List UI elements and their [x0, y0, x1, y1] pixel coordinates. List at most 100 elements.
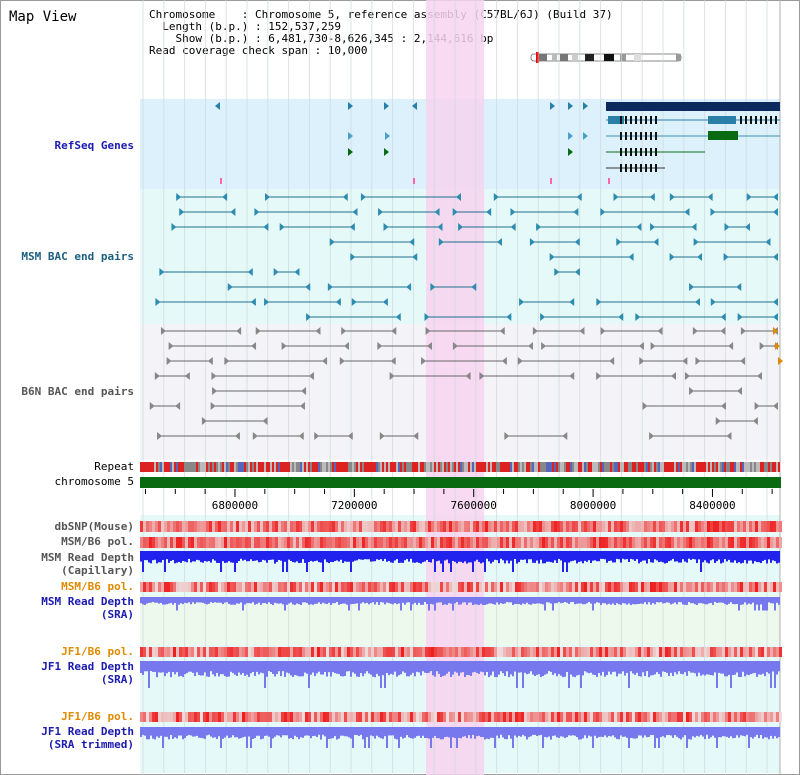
msm-b6-pol-heat-cell: [230, 537, 233, 548]
track-label-jf1-depth-trim[interactable]: JF1 Read Depth: [41, 725, 134, 738]
jf1-trimmed-depth-bar: [210, 727, 212, 737]
repeat-segment: [596, 462, 598, 472]
b6n-bac-end: [720, 402, 726, 410]
msm-capillary-depth-bar: [450, 551, 452, 572]
repeat-segment: [236, 462, 238, 472]
track-label-dbsnp[interactable]: dbSNP(Mouse): [54, 520, 134, 533]
msm-b6-pol-heat-cell: [548, 537, 551, 548]
jf1-b6-pol-heat-cell: [323, 712, 326, 722]
msm-capillary-depth-bar: [352, 551, 354, 562]
jf1-sra-depth-bar: [564, 661, 566, 677]
chromosome-ideogram[interactable]: [530, 52, 686, 64]
jf1-b6-pol-heat-cell: [491, 712, 494, 722]
msm-capillary-depth-bar: [278, 551, 280, 560]
jf1-b6-pol-heat-cell: [470, 712, 473, 722]
repeat-segment: [668, 462, 670, 472]
jf1-sra-depth-bar: [610, 661, 612, 675]
msm-capillary-depth-bar: [740, 551, 742, 564]
msm-bac-end: [576, 193, 582, 201]
jf1-trimmed-depth-bar: [274, 727, 276, 737]
dbsnp-heat-cell: [389, 521, 392, 532]
jf1-trimmed-depth-bar: [416, 727, 418, 737]
jf1-b6-pol-heat-cell: [734, 647, 737, 657]
track-label-msm-depth-sra[interactable]: MSM Read Depth: [41, 595, 134, 608]
jf1-trimmed-depth-bar: [348, 727, 350, 738]
b6n-bac-end: [315, 327, 321, 335]
msm-b6-pol-heat-cell: [263, 582, 266, 592]
msm-b6-pol-heat-cell: [404, 582, 407, 592]
jf1-sra-depth-bar: [524, 661, 526, 673]
msm-b6-pol-heat-cell: [401, 582, 404, 592]
msm-sra-depth-bar: [394, 597, 396, 604]
repeat-segment: [730, 462, 732, 472]
track-label-b6n-bac[interactable]: B6N BAC end pairs: [21, 385, 134, 398]
msm-capillary-depth-bar: [476, 551, 478, 560]
jf1-trimmed-depth-bar: [678, 727, 680, 739]
msm-bac-end: [455, 193, 461, 201]
dbsnp-heat-cell: [218, 521, 221, 532]
msm-b6-pol-heat-cell: [362, 582, 365, 592]
dbsnp-heat-cell: [758, 521, 761, 532]
msm-capillary-depth-bar: [576, 551, 578, 564]
msm-capillary-depth-bar: [208, 551, 210, 562]
msm-sra-depth-bar: [436, 597, 438, 603]
jf1-sra-depth-bar: [288, 661, 290, 674]
track-label-jf1-depth-sra[interactable]: JF1 Read Depth: [41, 660, 134, 673]
dbsnp-heat-cell: [728, 521, 731, 532]
track-label-msm-b6-pol-1[interactable]: MSM/B6 pol.: [61, 535, 134, 548]
jf1-b6-pol-heat-cell: [746, 712, 749, 722]
msm-sra-depth-bar: [196, 597, 198, 603]
dbsnp-heat-cell: [227, 521, 230, 532]
b6n-bac-end: [184, 372, 190, 380]
msm-capillary-depth-bar: [242, 551, 244, 561]
track-label-repeat[interactable]: Repeat: [94, 460, 134, 473]
jf1-b6-pol-heat-cell: [239, 647, 242, 657]
b6n-bac-end: [740, 357, 746, 365]
jf1-sra-depth-bar: [166, 661, 168, 674]
track-label-msm-b6-pol-2[interactable]: MSM/B6 pol.: [61, 580, 134, 593]
jf1-sra-depth-bar: [264, 661, 266, 688]
jf1-sra-depth-bar: [694, 661, 696, 674]
msm-capillary-depth-bar: [174, 551, 176, 564]
jf1-trimmed-depth-bar: [488, 727, 490, 740]
track-label-msm-bac[interactable]: MSM BAC end pairs: [21, 250, 134, 263]
dbsnp-heat-cell: [185, 521, 188, 532]
jf1-b6-pol-heat-cell: [776, 712, 779, 722]
jf1-b6-pol-heat-cell: [281, 647, 284, 657]
jf1-b6-pol-heat-cell: [149, 712, 152, 722]
repeat-segment: [578, 462, 580, 472]
msm-sra-depth-bar: [152, 597, 154, 602]
dbsnp-heat-cell: [695, 521, 698, 532]
msm-sra-depth-bar: [608, 597, 610, 604]
track-label-jf1-b6-pol-2[interactable]: JF1/B6 pol.: [61, 710, 134, 723]
msm-b6-pol-heat-cell: [329, 582, 332, 592]
jf1-trimmed-depth-bar: [276, 727, 278, 736]
track-label-refseq[interactable]: RefSeq Genes: [54, 139, 134, 152]
msm-b6-pol-heat-cell: [449, 537, 452, 548]
msm-sra-depth-bar: [678, 597, 680, 602]
jf1-trimmed-depth-bar: [358, 727, 360, 736]
track-label-jf1-b6-pol-1[interactable]: JF1/B6 pol.: [61, 645, 134, 658]
jf1-trimmed-depth-bar: [696, 727, 698, 736]
msm-sra-depth-bar: [620, 597, 622, 605]
msm-capillary-depth-bar: [338, 551, 340, 562]
msm-sra-depth-bar: [568, 597, 570, 604]
msm-bac-end: [669, 193, 675, 201]
track-label-chromosome[interactable]: chromosome 5: [54, 475, 134, 488]
msm-b6-pol-heat-cell: [218, 582, 221, 592]
msm-bac-end: [329, 238, 335, 246]
repeat-segment: [700, 462, 702, 472]
msm-sra-depth-bar: [164, 597, 166, 605]
msm-b6-pol-heat-cell: [557, 582, 560, 592]
msm-sra-depth-bar: [470, 597, 472, 603]
msm-b6-pol-heat-cell: [689, 582, 692, 592]
jf1-trimmed-depth-bar: [162, 727, 164, 748]
track-label-msm-depth-cap[interactable]: MSM Read Depth: [41, 551, 134, 564]
jf1-trimmed-depth-bar: [538, 727, 540, 736]
msm-sra-depth-bar: [668, 597, 670, 603]
jf1-trimmed-depth-bar: [450, 727, 452, 748]
jf1-b6-pol-heat-cell: [356, 647, 359, 657]
jf1-b6-pol-heat-cell: [686, 647, 689, 657]
refseq-exon-tick: [650, 132, 652, 140]
